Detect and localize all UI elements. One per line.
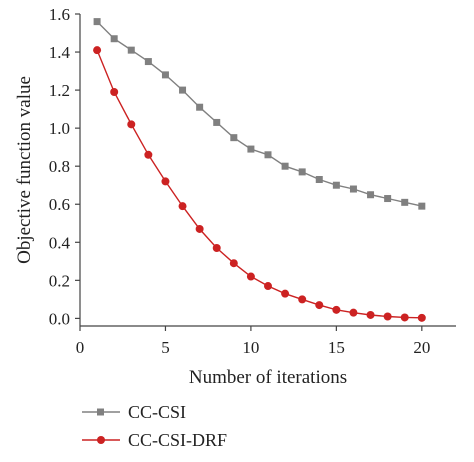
x-tick-label: 5 [161,338,170,357]
data-point-square [93,18,101,26]
x-tick-label: 20 [413,338,430,357]
legend-label-cc-csi-drf: CC-CSI-DRF [128,430,227,450]
data-point-square [196,103,204,111]
data-point-square [384,195,392,203]
y-tick-label: 1.4 [49,43,71,62]
data-point-circle [110,88,119,96]
y-tick-label: 1.2 [49,81,70,100]
data-point-square [281,162,289,170]
data-point-square [213,118,221,126]
y-axis-ticks: 0.0 0.2 0.4 0.6 0.8 1.0 1.2 1.4 1.6 [49,5,80,328]
y-tick-label: 0.8 [49,157,70,176]
data-point-circle [383,312,392,321]
legend: CC-CSI CC-CSI-DRF [82,402,227,450]
series-cc-csi [93,18,426,210]
legend-label-cc-csi: CC-CSI [128,402,186,422]
data-point-square [315,176,323,184]
legend-item-cc-csi: CC-CSI [82,402,186,422]
series-line [96,49,422,319]
data-point-square [230,134,238,142]
data-point-circle [349,308,358,317]
data-point-circle [366,310,375,319]
data-point-circle [161,177,170,186]
data-point-circle [417,313,426,322]
data-point-circle [400,313,409,322]
data-point-circle [195,224,204,233]
legend-marker-circle-icon [97,436,105,444]
data-point-circle [212,244,221,252]
x-tick-label: 0 [76,338,85,357]
data-point-square [418,202,426,210]
series-lines [93,18,426,322]
x-axis-ticks: 0 5 10 15 20 [76,326,430,357]
x-axis-title: Number of iterations [189,367,347,388]
series-line [96,21,422,207]
data-point-circle [264,282,272,291]
y-tick-label: 1.6 [49,5,70,24]
y-axis-title: Objective function value [14,76,35,264]
data-point-square [332,181,340,189]
data-point-circle [93,46,102,55]
data-point-square [110,35,118,43]
data-point-square [161,71,169,79]
x-tick-label: 15 [328,338,345,357]
y-tick-label: 0.2 [49,271,70,290]
data-point-square [264,151,272,159]
data-point-square [349,185,357,193]
legend-marker-square-icon [97,408,104,416]
x-tick-label: 10 [242,338,259,357]
data-point-square [401,198,409,206]
axes [79,14,456,327]
data-point-circle [281,289,290,298]
data-point-square [127,46,135,54]
data-point-circle [144,150,153,159]
data-point-square [179,86,187,94]
data-point-circle [298,295,307,304]
data-point-circle [332,305,341,314]
data-point-circle [246,272,255,281]
y-tick-label: 0.6 [49,195,70,214]
data-point-circle [229,259,238,268]
data-point-square [367,191,375,199]
series-cc-csi-drf [93,46,426,322]
data-point-circle [315,301,324,310]
data-point-square [247,145,255,153]
data-point-circle [178,202,187,211]
data-point-square [298,168,306,176]
data-point-circle [127,120,136,129]
y-tick-label: 1.0 [49,119,70,138]
legend-item-cc-csi-drf: CC-CSI-DRF [82,430,227,450]
data-point-square [144,58,152,66]
y-tick-label: 0.0 [49,309,70,328]
y-tick-label: 0.4 [49,233,71,252]
